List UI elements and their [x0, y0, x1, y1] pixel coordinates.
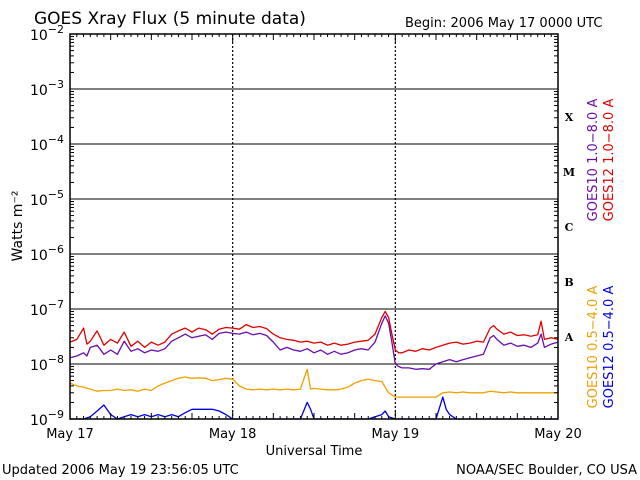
- begin-label: Begin: 2006 May 17 0000 UTC: [405, 16, 602, 31]
- series-line: [69, 315, 559, 370]
- flare-class-letter: A: [564, 331, 574, 344]
- flare-class-labels: X M C B A: [563, 111, 575, 344]
- x-axis-ticks: May 17 May 18 May 19 May 20: [46, 34, 582, 442]
- y-tick-label: 10−4: [30, 133, 64, 154]
- chart-title: GOES Xray Flux (5 minute data): [34, 9, 306, 29]
- flare-class-letter: M: [563, 166, 575, 179]
- y-tick-label: 10−9: [30, 408, 64, 429]
- y-axis-label: Watts m⁻²: [10, 191, 26, 262]
- x-tick-label: May 17: [46, 427, 94, 442]
- y-tick-label: 10−5: [30, 188, 64, 209]
- y-tick-label: 10−6: [30, 243, 64, 264]
- y-tick-label: 10−8: [30, 353, 64, 374]
- flare-class-letter: B: [564, 276, 573, 289]
- footer-updated: Updated 2006 May 19 23:56:05 UTC: [2, 463, 239, 478]
- plot-grid: [70, 34, 558, 419]
- y-tick-label: 10−7: [30, 298, 64, 319]
- footer-credit: NOAA/SEC Boulder, CO USA: [456, 463, 637, 478]
- y-tick-label: 10−3: [30, 78, 64, 99]
- legend-entry: GOES10 1.0−8.0 A: [586, 99, 601, 222]
- series-line: [69, 310, 559, 354]
- legend-entry: GOES10 0.5−4.0 A: [586, 286, 601, 409]
- y-axis-ticks: 10−2 10−3 10−4 10−5 10−6 10−7 10−8 10−9: [30, 23, 558, 429]
- series-line: [69, 368, 558, 398]
- y-tick-label: 10−2: [30, 23, 64, 44]
- x-tick-label: May 18: [209, 427, 257, 442]
- legend-entry: GOES12 1.0−8.0 A: [602, 99, 617, 222]
- legend-entry: GOES12 0.5−4.0 A: [602, 286, 617, 409]
- legend: GOES10 1.0−8.0 A GOES12 1.0−8.0 A GOES10 0…: [586, 99, 617, 409]
- x-tick-label: May 19: [372, 427, 420, 442]
- flare-class-letter: X: [565, 111, 574, 124]
- x-tick-label: May 20: [534, 427, 582, 442]
- flare-class-letter: C: [565, 221, 574, 234]
- x-axis-label: Universal Time: [266, 444, 363, 459]
